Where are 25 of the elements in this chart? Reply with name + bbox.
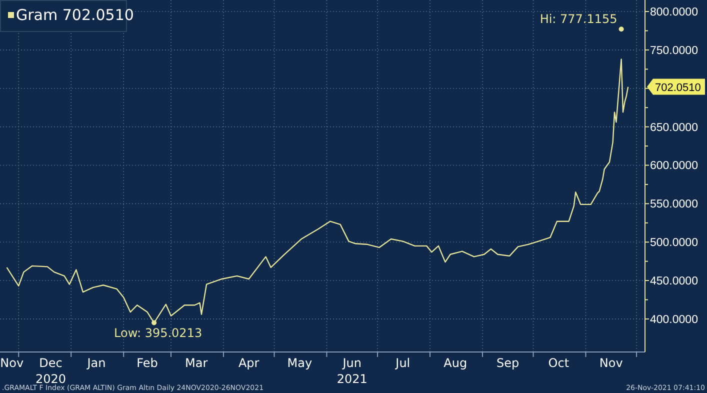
y-tick-label: 800.0000 [650,6,698,19]
annotation: Low: 395.0213 [114,326,202,340]
x-tick-label: Nov [599,356,623,370]
y-tick-label: 400.0000 [650,314,698,326]
x-tick-label: May [287,356,312,370]
y-tick-label: 600.0000 [650,160,698,172]
y-tick-label: 650.0000 [650,122,698,134]
x-tick-label: Mar [185,356,208,370]
x-tick-label: Apr [238,356,260,370]
x-tick-label: Aug [444,356,468,370]
annotation: Hi: 777.1155 [540,12,618,26]
legend-label: Gram 702.0510 [16,6,134,24]
x-tick-label: Nov [0,356,24,370]
y-tick-label: 450.0000 [650,276,698,288]
x-tick-label: Oct [548,356,570,370]
x-tick-label: Jun 2021 [336,356,368,386]
y-tick-label: 550.0000 [650,198,698,211]
x-tick-label: Feb [136,356,158,370]
x-tick-label: Sep [496,356,520,370]
x-tick-label: Dec 2020 [36,356,66,386]
y-tick-label: 750.0000 [650,44,698,57]
x-tick-label: Jan [86,356,106,370]
y-tick-label: 500.0000 [650,237,698,250]
annotation: 702.0510 [655,82,701,94]
x-tick-label: Jul [394,356,410,370]
